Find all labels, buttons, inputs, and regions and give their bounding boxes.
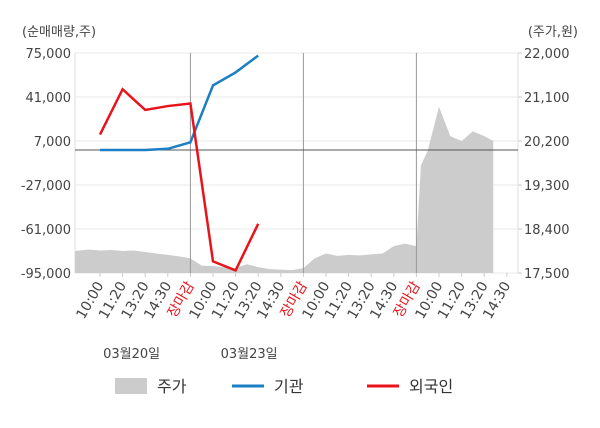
date-label: 03월20일 bbox=[103, 347, 160, 362]
series-line bbox=[98, 87, 260, 273]
y-tick-label: 75,000 bbox=[26, 47, 72, 62]
y2-tick-label: 17,500 bbox=[524, 267, 570, 282]
date-label: 03월23일 bbox=[221, 347, 278, 362]
legend-swatch bbox=[115, 378, 147, 394]
y-tick-label: 41,000 bbox=[26, 91, 72, 106]
price-area bbox=[75, 106, 494, 274]
legend-label: 기관 bbox=[274, 377, 304, 396]
legend-label: 외국인 bbox=[409, 377, 453, 396]
y2-axis-label: (주가,원) bbox=[528, 25, 578, 40]
y-axis-label: (순매매량,주) bbox=[22, 25, 96, 40]
y2-tick-label: 21,100 bbox=[524, 91, 570, 106]
legend-label: 주가 bbox=[157, 377, 187, 396]
y-tick-label: 7,000 bbox=[34, 135, 71, 150]
y-tick-label: -27,000 bbox=[21, 179, 71, 194]
y2-tick-label: 19,300 bbox=[524, 179, 570, 194]
y-tick-label: -61,000 bbox=[21, 223, 71, 238]
y-tick-label: -95,000 bbox=[21, 267, 71, 282]
y2-tick-label: 20,200 bbox=[524, 135, 570, 150]
y2-tick-label: 18,400 bbox=[524, 223, 570, 238]
y2-tick-label: 22,000 bbox=[524, 47, 570, 62]
series-line bbox=[100, 54, 259, 152]
